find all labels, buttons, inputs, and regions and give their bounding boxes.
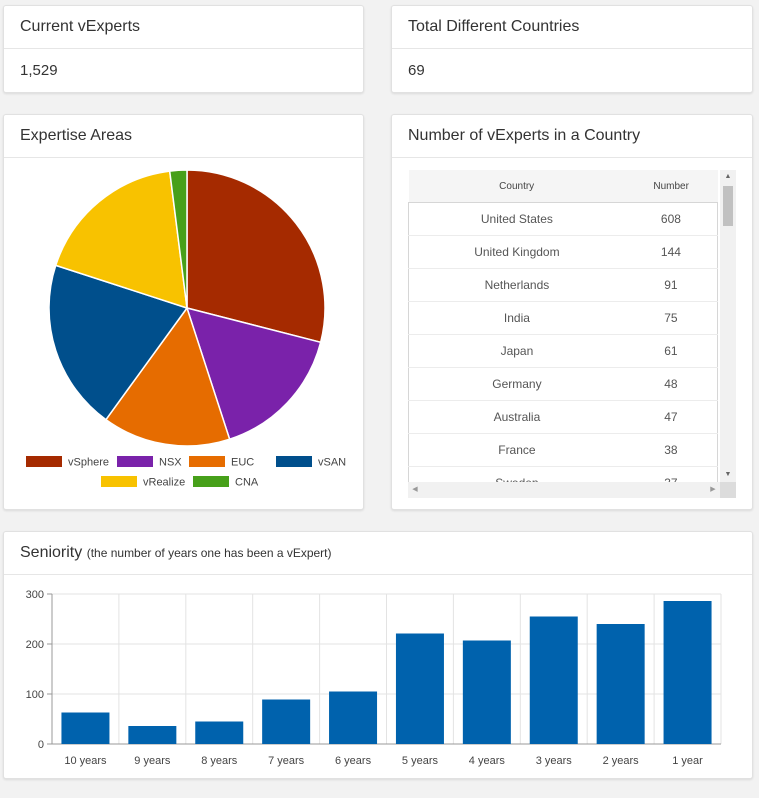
legend-label-euc: EUC [231,457,254,469]
vertical-scroll-thumb[interactable] [723,186,733,226]
scroll-right-icon[interactable]: ▶ [710,486,716,493]
vertical-scrollbar[interactable]: ▲ ▼ [720,170,736,482]
country-cell: France [408,433,625,467]
bar-3-years[interactable] [529,616,578,745]
country-cell: Sweden [408,466,625,482]
table-row: Australia 47 [408,400,718,434]
column-header-country[interactable]: Country [408,170,625,203]
seniority-subtitle: (the number of years one has been a vExp… [86,546,332,560]
country-table: Country Number United States 608 United Ki… [408,170,718,482]
bar-7-years[interactable] [262,699,311,745]
seniority-card: Seniority (the number of years one has b… [3,531,753,779]
bar-5-years[interactable] [395,633,444,745]
legend-label-vsan: vSAN [318,457,346,469]
pie-slice-cna[interactable] [168,169,188,309]
scroll-down-icon[interactable]: ▼ [724,471,732,478]
y-tick-label: 0 [38,739,44,751]
current-vexperts-title: Current vExperts [4,6,363,49]
country-table-title: Number of vExperts in a Country [392,115,752,158]
number-cell: 47 [624,400,718,434]
country-cell: India [408,301,625,335]
expertise-areas-card: Expertise Areas vSphere NSX EUC vSAN vRealiz… [3,114,364,510]
scroll-left-icon[interactable]: ◀ [412,486,418,493]
table-row: United Kingdom 144 [408,235,718,269]
number-cell: 91 [624,268,718,302]
pie-slice-euc[interactable] [104,306,231,447]
legend-swatch-vsphere [26,456,62,467]
horizontal-scrollbar[interactable]: ◀ ▶ [408,482,720,498]
legend-label-nsx: NSX [159,457,182,469]
x-tick-label: 3 years [536,755,573,767]
pie-slice-vsan[interactable] [48,264,189,421]
table-row: Germany 48 [408,367,718,401]
y-tick-label: 300 [26,589,44,601]
country-cell: United Kingdom [408,235,625,269]
country-cell: Netherlands [408,268,625,302]
table-row: India 75 [408,301,718,335]
seniority-bar-chart: 0 100 200 300 10 years 9 years 8 years 7 years 6… [26,589,722,767]
number-cell: 75 [624,301,718,335]
seniority-title: Seniority [20,544,83,561]
total-countries-value: 69 [408,62,425,79]
x-tick-label: 10 years [64,755,107,767]
number-cell: 38 [624,433,718,467]
table-row: Netherlands 91 [408,268,718,302]
x-tick-label: 5 years [402,755,439,767]
table-row: Japan 61 [408,334,718,368]
legend-swatch-vsan [276,456,312,467]
country-table-container: Country Number United States 608 United Ki… [408,170,736,498]
x-tick-label: 9 years [134,755,171,767]
x-tick-label: 4 years [469,755,506,767]
table-row: United States 608 [408,202,718,236]
country-table-card: Number of vExperts in a Country Country … [391,114,753,510]
bar-10-years[interactable] [61,712,110,745]
bar-8-years[interactable] [195,721,244,745]
current-vexperts-value: 1,529 [20,62,58,79]
y-tick-label: 200 [26,639,44,651]
bar-6-years[interactable] [329,691,378,745]
x-tick-label: 7 years [268,755,305,767]
country-cell: Germany [408,367,625,401]
bar-9-years[interactable] [128,726,177,744]
legend-swatch-euc [189,456,225,467]
legend-label-vrealize: vRealize [143,477,185,489]
country-cell: United States [408,202,625,236]
seniority-header: Seniority (the number of years one has b… [4,532,752,575]
scrollbar-corner [720,482,736,498]
total-countries-card: Total Different Countries 69 [391,5,753,93]
number-cell: 37 [624,466,718,482]
current-vexperts-card: Current vExperts 1,529 [3,5,364,93]
pie-slice-vrealize[interactable] [54,170,188,310]
bar-4-years[interactable] [462,640,511,745]
legend-swatch-vrealize [101,476,137,487]
country-cell: Australia [408,400,625,434]
table-row: Sweden37 [408,466,718,482]
x-tick-label: 6 years [335,755,372,767]
x-tick-label: 8 years [201,755,238,767]
expertise-areas-title: Expertise Areas [4,115,363,158]
number-cell: 144 [624,235,718,269]
legend-swatch-nsx [117,456,153,467]
x-tick-label: 1 year [672,755,703,767]
legend-swatch-cna [193,476,229,487]
table-row: France 38 [408,433,718,467]
expertise-pie-chart: vSphere NSX EUC vSAN vRealize CNA [26,169,346,489]
scroll-up-icon[interactable]: ▲ [724,173,732,180]
legend-label-vsphere: vSphere [68,457,109,469]
pie-slice-vsphere[interactable] [186,169,326,344]
pie-slice-nsx[interactable] [185,306,322,441]
total-countries-title: Total Different Countries [392,6,752,49]
y-tick-label: 100 [26,689,44,701]
legend-label-cna: CNA [235,477,259,489]
bar-1-year[interactable] [663,601,712,744]
column-header-number[interactable]: Number [624,170,718,203]
bar-2-years[interactable] [596,624,645,744]
country-table-viewport[interactable]: Country Number United States 608 United Ki… [408,170,720,482]
number-cell: 608 [624,202,718,236]
number-cell: 61 [624,334,718,368]
country-cell: Japan [408,334,625,368]
number-cell: 48 [624,367,718,401]
x-tick-label: 2 years [603,755,640,767]
